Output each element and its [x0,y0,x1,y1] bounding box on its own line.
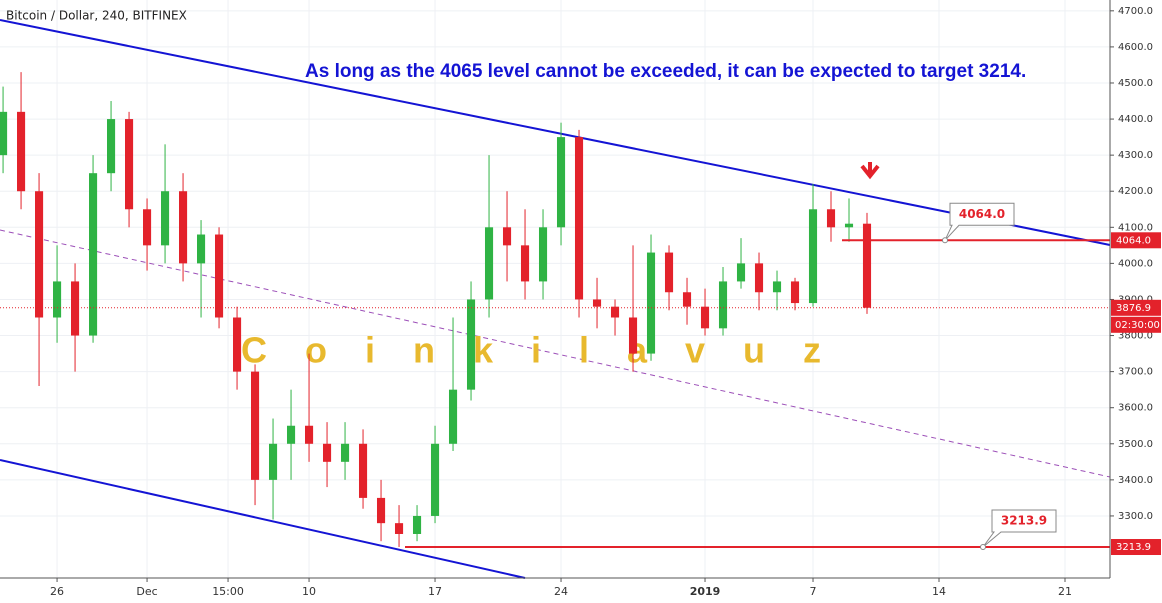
axis-level-label: 3213.9 [1116,542,1151,553]
candle-body [718,281,728,329]
candle-body [466,299,476,390]
axis-level-label: 4064.0 [1116,235,1151,246]
candle-body [520,245,530,282]
candle-body [556,137,566,228]
candle-body [862,223,872,308]
candle-body [268,443,278,480]
candle-body [196,234,206,264]
y-tick-label: 3300.0 [1118,511,1153,522]
grid [0,0,1110,578]
last-price-label: 3876.9 [1116,303,1151,314]
candle-body [448,389,458,444]
candle-body [628,317,638,354]
callout-point [980,544,986,551]
annotation: As long as the 4065 level cannot be exce… [305,61,1026,82]
chart-title: Bitcoin / Dollar, 240, BITFINEX [6,9,187,23]
candle-body [125,119,134,210]
candle-body [682,292,692,307]
callout-label: 4064.0 [959,207,1005,221]
candle-body [35,191,44,318]
candle-body [772,281,782,293]
candle-body [610,306,620,318]
candle-body [826,209,836,228]
x-tick-label: 26 [50,585,64,598]
y-tick-label: 3600.0 [1118,403,1153,414]
candle-body [17,111,26,192]
axis-label-bg [1111,299,1161,316]
y-tick-label: 3700.0 [1118,367,1153,378]
callout-label: 3213.9 [1001,514,1047,528]
y-tick-label: 3500.0 [1118,439,1153,450]
y-tick-label: 4700.0 [1118,6,1153,17]
candle-body [646,252,656,354]
candle-body [574,137,584,300]
y-tick-label: 4200.0 [1118,186,1153,197]
candle-body [214,234,224,318]
candle-body [0,111,8,156]
candle-body [322,443,332,462]
axis-label-bg [1111,539,1161,556]
callout-point [942,237,948,244]
candle-body [340,443,350,462]
candle-body [502,227,512,246]
candle-body [232,317,242,372]
candle-body [107,119,116,174]
y-tick-label: 3800.0 [1118,331,1153,342]
y-tick-label: 4000.0 [1118,258,1153,269]
candle-body [664,252,674,293]
x-tick-label: 24 [554,585,568,598]
candle-body [358,443,368,498]
x-tick-label: 10 [302,585,316,598]
candle-body [592,299,602,307]
candle-body [161,191,170,246]
x-tick-label: 14 [932,585,946,598]
lower-trendline [0,459,526,579]
callout-box [944,202,1015,241]
candle-body [394,523,404,534]
candle-body [808,209,818,304]
down-arrow [860,162,880,180]
candle-body [484,227,494,300]
overlay: 4064.0 3213.9 [0,202,1110,551]
axis-label-bg [1111,232,1161,249]
x-tick-label: 17 [428,585,442,598]
x-tick-label: Dec [136,585,157,598]
x-tick-label: 2019 [690,585,721,598]
candle-body [89,173,98,336]
candle-body [790,281,800,304]
y-tick-label: 3400.0 [1118,475,1153,486]
x-tick-label: 7 [810,585,817,598]
x-tick-label: 21 [1058,585,1072,598]
countdown-label: 02:30:00 [1115,320,1160,331]
y-tick-label: 4600.0 [1118,42,1153,53]
candle-body [250,371,260,480]
callout-box [982,509,1057,548]
y-tick-label: 4400.0 [1118,114,1153,125]
watermark: Coinkilavuz [241,330,859,371]
candle-body [53,281,62,318]
candles [0,72,872,547]
candle-body [538,227,548,282]
candle-body [844,223,854,228]
x-tick-label: 15:00 [212,585,244,598]
candle-body [430,443,440,516]
candle-body [736,263,746,282]
y-tick-label: 4100.0 [1118,222,1153,233]
candle-body [304,425,314,444]
candle-body [143,209,152,246]
mid-trendline [0,229,1111,478]
candle-body [754,263,764,293]
candle-body [286,425,296,444]
axis-label-bg [1111,316,1161,333]
y-tick-label: 4300.0 [1118,150,1153,161]
candle-body [71,281,80,336]
candle-body [700,306,710,329]
candle-body [179,191,188,264]
candle-body [376,497,386,524]
upper-trendline [0,19,1111,246]
candle-body [412,515,422,534]
y-tick-label: 4500.0 [1118,78,1153,89]
